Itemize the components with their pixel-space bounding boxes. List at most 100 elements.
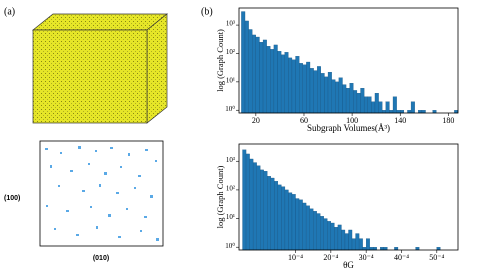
- y-tick-label: 10²: [226, 48, 235, 56]
- bar: [454, 110, 459, 114]
- x-tick-label: 180: [442, 116, 454, 125]
- bar: [341, 229, 346, 251]
- bar: [255, 36, 260, 114]
- plot-frame: [238, 7, 459, 114]
- bar: [288, 192, 293, 251]
- bar: [309, 208, 314, 251]
- projection: [39, 140, 164, 247]
- bar: [277, 51, 282, 114]
- x-tick-label: 100: [346, 116, 358, 125]
- bar: [313, 211, 317, 251]
- y-tick-label: 10¹: [226, 213, 235, 221]
- bar: [400, 110, 405, 114]
- bar: [337, 224, 342, 251]
- bar: [295, 198, 300, 251]
- bar: [309, 68, 314, 114]
- bar: [389, 110, 394, 114]
- x-axis-label: Subgraph Volumes(Å³): [307, 123, 390, 133]
- bar: [256, 165, 261, 251]
- bar: [277, 184, 282, 251]
- bar: [418, 110, 423, 114]
- bar: [288, 57, 293, 114]
- bar: [280, 54, 285, 114]
- bar: [396, 110, 401, 114]
- bar: [252, 162, 257, 251]
- x-tick-label: 50⁻⁴: [429, 253, 444, 262]
- bar: [259, 42, 264, 114]
- bar: [366, 238, 370, 251]
- bar: [298, 199, 303, 251]
- bar: [327, 221, 331, 251]
- bar: [351, 238, 356, 251]
- x-tick-label: 140: [394, 116, 406, 125]
- x-tick-label: 10⁻⁴: [288, 253, 303, 262]
- bar: [358, 238, 363, 251]
- bar: [324, 76, 329, 114]
- bar: [334, 227, 339, 251]
- bar: [284, 52, 289, 114]
- bar: [270, 177, 275, 251]
- bar: [248, 29, 253, 114]
- bar: [299, 63, 303, 114]
- x-tick-label: 30⁻⁴: [359, 253, 374, 262]
- cube-render: [32, 13, 168, 124]
- y-tick-label: 10³: [226, 20, 235, 28]
- bar: [363, 96, 368, 114]
- bar: [241, 11, 246, 114]
- x-axis-label: θG: [343, 260, 354, 269]
- bar: [270, 49, 275, 114]
- bar: [242, 149, 247, 251]
- bar: [305, 205, 310, 251]
- bar: [383, 247, 388, 251]
- bar: [295, 56, 300, 114]
- bar: [316, 213, 321, 251]
- bar: [244, 20, 249, 114]
- bar: [410, 101, 415, 114]
- bar: [338, 77, 343, 114]
- y-tick-label: 10²: [226, 185, 235, 193]
- bar: [344, 233, 349, 251]
- bar: [281, 186, 286, 251]
- panel-label: (b): [201, 6, 213, 17]
- bar: [320, 73, 325, 114]
- bar: [374, 93, 379, 114]
- bar: [291, 194, 296, 251]
- bar: [421, 110, 426, 114]
- bar: [392, 96, 397, 114]
- x-tick-label: 60: [300, 116, 308, 125]
- y-tick-label: 10⁰: [225, 242, 235, 250]
- bar: [378, 101, 383, 114]
- bar: [323, 218, 328, 251]
- bar: [284, 189, 289, 251]
- y-tick-label: 10³: [226, 156, 235, 164]
- bar: [349, 83, 354, 114]
- bar: [355, 233, 360, 251]
- bar: [342, 84, 347, 114]
- bar: [266, 46, 271, 114]
- bar: [385, 101, 390, 114]
- bar: [263, 171, 268, 251]
- bar: [330, 222, 335, 251]
- bar: [302, 64, 307, 114]
- bar: [245, 153, 250, 251]
- bar: [249, 158, 254, 251]
- bar: [320, 216, 324, 251]
- bar: [369, 247, 374, 251]
- bar: [273, 44, 278, 114]
- bar: [262, 39, 267, 114]
- bar: [317, 66, 321, 114]
- bar: [371, 101, 376, 114]
- bar: [362, 247, 367, 251]
- bar: [306, 61, 311, 114]
- bar: [348, 229, 353, 251]
- bar: [353, 90, 358, 114]
- bar: [356, 93, 361, 114]
- y-tick-label: 10⁰: [225, 105, 235, 113]
- bar: [432, 110, 437, 114]
- bar: [415, 247, 420, 251]
- bar: [360, 88, 365, 114]
- bar: [380, 247, 384, 251]
- bar: [260, 169, 264, 251]
- axis-label: (100): [4, 195, 20, 202]
- bar: [291, 59, 296, 114]
